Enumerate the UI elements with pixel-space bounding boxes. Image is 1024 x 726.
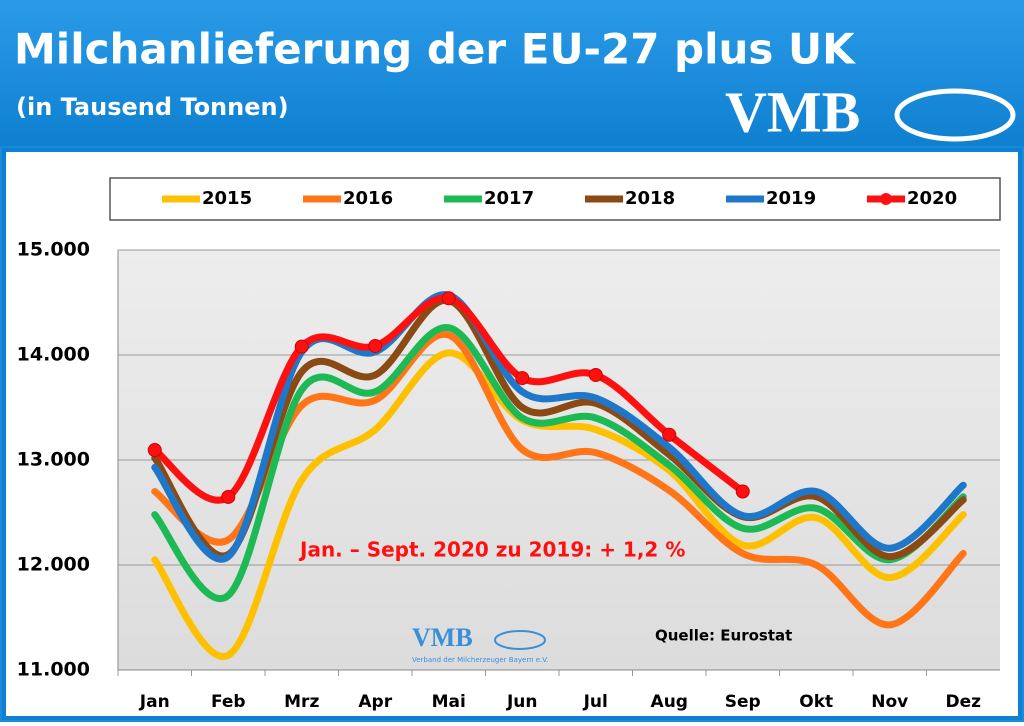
point-marker (515, 371, 530, 386)
legend-label: 2017 (484, 188, 534, 209)
y-tick-label: 15.000 (17, 239, 90, 261)
point-marker (221, 489, 236, 504)
x-tick-label: Jun (506, 692, 538, 712)
x-tick-label: Dez (945, 692, 981, 712)
y-tick-label: 12.000 (17, 554, 90, 576)
watermark-logo: VMB (412, 623, 473, 652)
x-tick-label: Mrz (284, 692, 319, 712)
logo: VMB (725, 79, 860, 144)
legend-label: 2015 (202, 188, 252, 209)
point-marker (662, 427, 677, 442)
point-marker (441, 291, 456, 306)
y-tick-label: 11.000 (17, 659, 90, 681)
watermark-caption: Verband der Milcherzeuger Bayern e.V. (412, 656, 548, 664)
x-tick-label: Sep (725, 692, 761, 712)
x-tick-label: Mai (432, 692, 466, 712)
series-line (151, 324, 967, 602)
x-tick-label: Feb (211, 692, 246, 712)
point-marker (735, 484, 750, 499)
x-tick-label: Jul (583, 692, 608, 712)
x-tick-label: Jan (139, 692, 170, 712)
y-tick-label: 13.000 (17, 449, 90, 471)
legend-label: 2019 (766, 188, 816, 209)
x-tick-label: Nov (871, 692, 908, 712)
legend-marker (880, 193, 892, 205)
legend-label: 2018 (625, 188, 675, 209)
point-marker (294, 339, 309, 354)
source: Quelle: Eurostat (655, 627, 792, 645)
point-marker (368, 338, 383, 353)
point-marker (147, 443, 162, 458)
x-tick-label: Okt (799, 692, 833, 712)
logo-swoosh (894, 88, 1016, 142)
header-band (0, 0, 1024, 146)
series-line (151, 291, 967, 563)
x-tick-label: Apr (358, 692, 392, 712)
title: Milchanlieferung der EU-27 plus UK (14, 25, 856, 74)
legend-label: 2020 (907, 188, 957, 209)
point-marker (588, 367, 603, 382)
x-tick-label: Aug (651, 692, 688, 712)
legend-label: 2016 (343, 188, 393, 209)
watermark-swoosh (494, 630, 546, 650)
series-line (151, 294, 747, 504)
subtitle: (in Tausend Tonnen) (16, 93, 289, 121)
annotation: Jan. – Sept. 2020 zu 2019: + 1,2 % (298, 538, 685, 562)
legend-box (109, 177, 1001, 221)
y-tick-label: 14.000 (17, 344, 90, 366)
